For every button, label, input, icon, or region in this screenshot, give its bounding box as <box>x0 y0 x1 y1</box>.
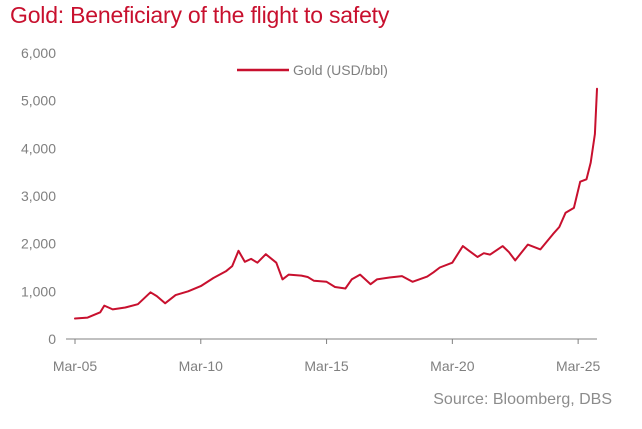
x-tick-label: Mar-20 <box>430 358 475 374</box>
gold-price-line <box>74 87 598 320</box>
chart-title: Gold: Beneficiary of the flight to safet… <box>10 2 390 28</box>
y-tick-label: 1,000 <box>21 283 56 299</box>
y-tick-label: 5,000 <box>21 93 56 109</box>
x-tick-label: Mar-05 <box>53 358 98 374</box>
y-tick-label: 4,000 <box>21 140 56 156</box>
y-tick-label: 0 <box>48 331 56 347</box>
x-tick-label: Mar-25 <box>556 358 601 374</box>
x-tick-label: Mar-15 <box>304 358 349 374</box>
x-axis-ticks: Mar-05 Mar-10 Mar-15 Mar-20 Mar-25 <box>53 339 601 374</box>
y-tick-label: 2,000 <box>21 236 56 252</box>
legend-label: Gold (USD/bbl) <box>293 62 388 78</box>
y-axis: 0 1,000 2,000 3,000 4,000 5,000 6,000 <box>21 45 56 347</box>
y-tick-label: 3,000 <box>21 188 56 204</box>
x-tick-label: Mar-10 <box>179 358 224 374</box>
source-note: Source: Bloomberg, DBS <box>433 391 612 408</box>
legend: Gold (USD/bbl) <box>237 62 388 78</box>
y-tick-label: 6,000 <box>21 45 56 61</box>
